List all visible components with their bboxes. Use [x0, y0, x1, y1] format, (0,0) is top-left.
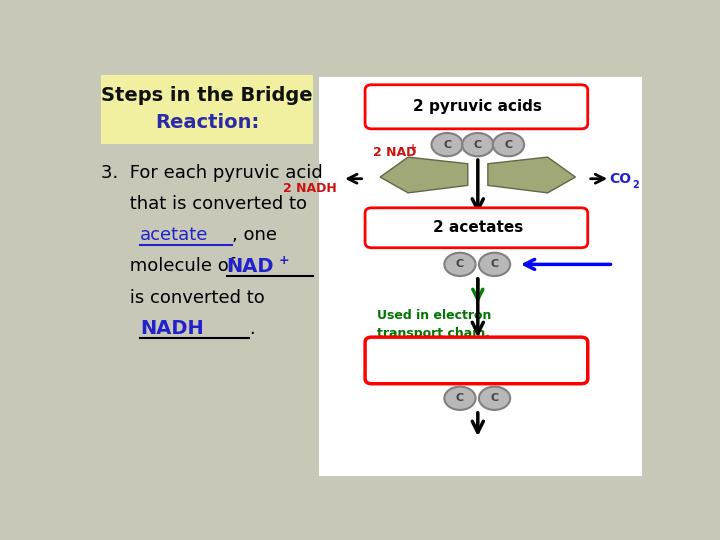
Text: .: . — [249, 320, 255, 338]
Text: NADH: NADH — [140, 319, 204, 339]
Text: 3.  For each pyruvic acid: 3. For each pyruvic acid — [101, 164, 323, 182]
Text: NAD: NAD — [227, 257, 274, 276]
Circle shape — [444, 387, 476, 410]
Text: 2: 2 — [632, 180, 639, 190]
FancyBboxPatch shape — [101, 75, 313, 144]
Text: C: C — [505, 140, 513, 150]
Text: Steps in the Bridge: Steps in the Bridge — [102, 86, 313, 105]
Text: acetate: acetate — [140, 226, 209, 244]
Text: is converted to: is converted to — [101, 289, 265, 307]
Circle shape — [462, 133, 493, 156]
Text: Used in electron
transport chain.: Used in electron transport chain. — [377, 309, 492, 340]
Circle shape — [493, 133, 524, 156]
FancyBboxPatch shape — [365, 85, 588, 129]
Text: 2 acetates: 2 acetates — [433, 220, 523, 235]
Polygon shape — [380, 157, 468, 193]
Text: 2 pyruvic acids: 2 pyruvic acids — [413, 99, 542, 114]
Text: 2 NADH: 2 NADH — [284, 182, 337, 195]
Text: Reaction:: Reaction: — [155, 113, 259, 132]
Text: C: C — [443, 140, 451, 150]
Text: C: C — [474, 140, 482, 150]
Circle shape — [444, 253, 476, 276]
Text: C: C — [456, 259, 464, 269]
Text: +: + — [409, 143, 418, 153]
FancyBboxPatch shape — [365, 208, 588, 248]
Text: C: C — [490, 393, 499, 403]
Circle shape — [431, 133, 463, 156]
Circle shape — [479, 387, 510, 410]
Text: CO: CO — [609, 172, 631, 186]
Polygon shape — [488, 157, 575, 193]
Text: 2 NAD: 2 NAD — [374, 146, 417, 159]
Text: C: C — [490, 259, 499, 269]
Text: C: C — [456, 393, 464, 403]
FancyBboxPatch shape — [365, 337, 588, 384]
Circle shape — [479, 253, 510, 276]
FancyBboxPatch shape — [319, 77, 642, 476]
Text: , one: , one — [233, 226, 277, 244]
Text: molecule of: molecule of — [101, 258, 241, 275]
Text: +: + — [279, 254, 289, 267]
Text: that is converted to: that is converted to — [101, 195, 307, 213]
